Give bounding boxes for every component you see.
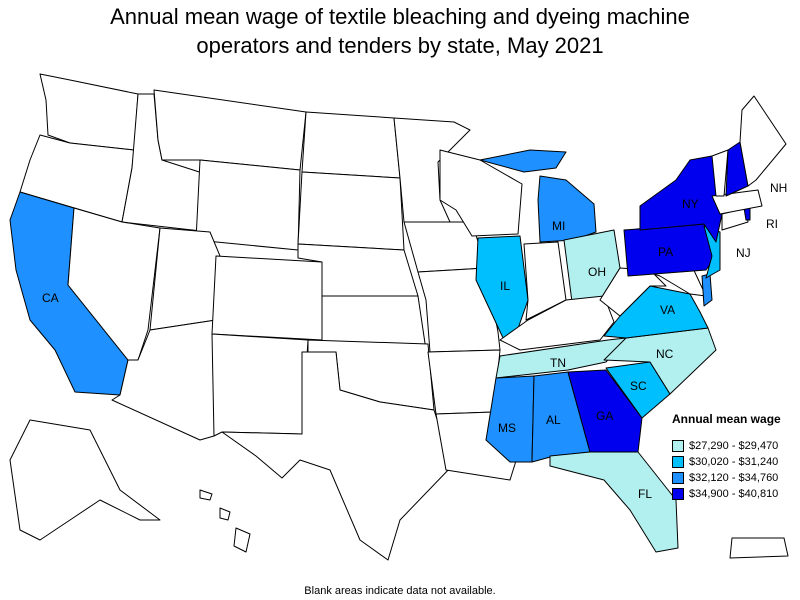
state-label-al: AL bbox=[546, 413, 561, 427]
state-vt bbox=[711, 149, 729, 197]
legend-item: $30,020 - $31,240 bbox=[672, 454, 798, 470]
state-label-mi: MI bbox=[552, 219, 565, 233]
legend-label: $32,120 - $34,760 bbox=[689, 472, 779, 484]
state-nm bbox=[211, 333, 309, 437]
state-label-va: VA bbox=[660, 303, 675, 317]
state-co bbox=[211, 255, 323, 341]
state-label-oh: OH bbox=[588, 265, 606, 279]
state-ar bbox=[427, 349, 501, 415]
legend-swatch bbox=[672, 456, 684, 468]
state-tx bbox=[221, 351, 453, 561]
states-layer bbox=[9, 73, 789, 561]
state-ut bbox=[149, 227, 221, 331]
map-title: Annual mean wage of textile bleaching an… bbox=[0, 2, 800, 60]
legend-label: $34,900 - $40,810 bbox=[689, 488, 779, 500]
legend-swatch bbox=[672, 440, 684, 452]
state-ms bbox=[485, 375, 535, 463]
legend-item: $34,900 - $40,810 bbox=[672, 486, 798, 502]
legend-item: $32,120 - $34,760 bbox=[672, 470, 798, 486]
legend-swatch bbox=[672, 488, 684, 500]
state-fl bbox=[549, 451, 679, 553]
legend: Annual mean wage $27,290 - $29,470 $30,0… bbox=[672, 412, 798, 502]
state-label-il: IL bbox=[500, 279, 510, 293]
legend-item: $27,290 - $29,470 bbox=[672, 438, 798, 454]
footnote: Blank areas indicate data not available. bbox=[304, 585, 496, 597]
state-nd bbox=[301, 111, 401, 179]
state-label-nh: NH bbox=[770, 181, 787, 195]
legend-swatch bbox=[672, 472, 684, 484]
state-label-sc: SC bbox=[630, 379, 647, 393]
state-wi bbox=[439, 149, 523, 237]
state-label-nj: NJ bbox=[736, 246, 751, 260]
state-hi bbox=[199, 489, 251, 553]
state-me bbox=[739, 95, 787, 187]
state-de bbox=[701, 273, 713, 307]
state-label-pa: PA bbox=[658, 245, 673, 259]
state-label-ms: MS bbox=[498, 421, 516, 435]
state-wv bbox=[599, 267, 667, 317]
legend-label: $27,290 - $29,470 bbox=[689, 440, 779, 452]
state-sd bbox=[297, 171, 405, 251]
state-mt bbox=[153, 89, 307, 171]
state-ky bbox=[499, 295, 615, 351]
state-label-ny: NY bbox=[682, 197, 699, 211]
state-pr bbox=[729, 537, 789, 559]
legend-title: Annual mean wage bbox=[672, 412, 781, 426]
state-nv bbox=[67, 207, 161, 361]
state-label-ri: RI bbox=[766, 217, 778, 231]
state-label-tn: TN bbox=[550, 356, 566, 370]
title-line-2: operators and tenders by state, May 2021 bbox=[196, 33, 604, 58]
legend-label: $30,020 - $31,240 bbox=[689, 456, 779, 468]
title-line-1: Annual mean wage of textile bleaching an… bbox=[110, 4, 690, 29]
state-label-fl: FL bbox=[638, 487, 652, 501]
state-ak bbox=[9, 419, 161, 541]
state-ga bbox=[567, 369, 643, 453]
labels-layer: CA IL MI OH NY PA NJ VA NC SC GA AL MS TN FL NH RI bbox=[42, 181, 787, 501]
state-label-ga: GA bbox=[596, 409, 613, 423]
state-label-nc: NC bbox=[656, 347, 674, 361]
state-label-ca: CA bbox=[42, 291, 59, 305]
